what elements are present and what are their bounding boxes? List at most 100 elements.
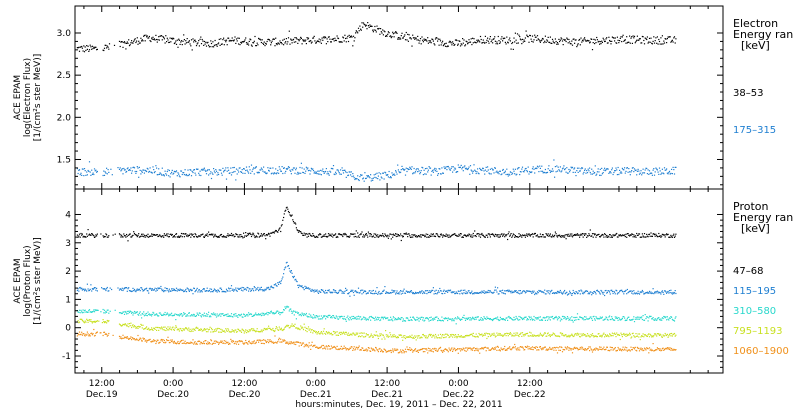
data-point	[138, 166, 140, 168]
data-point	[147, 37, 149, 39]
data-point	[621, 41, 623, 43]
data-point	[331, 292, 333, 294]
data-point	[288, 310, 290, 312]
data-point	[399, 334, 401, 336]
data-point	[86, 235, 88, 237]
data-point	[635, 316, 637, 319]
data-point	[148, 35, 150, 38]
data-point	[141, 233, 143, 235]
data-point	[160, 35, 162, 37]
data-point	[195, 45, 198, 47]
data-point	[98, 320, 100, 322]
data-point	[546, 39, 548, 41]
data-point	[521, 292, 523, 294]
data-point	[205, 290, 207, 292]
data-point	[350, 233, 352, 235]
data-point	[573, 291, 575, 293]
data-point	[124, 42, 126, 44]
data-point	[394, 174, 396, 176]
data-point	[178, 236, 180, 238]
data-point	[186, 38, 188, 40]
data-point	[638, 38, 641, 40]
data-point	[508, 315, 510, 318]
data-point	[295, 278, 297, 280]
data-point	[579, 170, 581, 172]
data-point	[262, 234, 264, 236]
data-point	[487, 236, 489, 238]
data-point	[332, 168, 334, 170]
legend-title-line: Electron	[733, 17, 778, 30]
data-point	[158, 329, 160, 331]
data-point	[357, 235, 360, 237]
data-point	[260, 286, 262, 288]
data-point	[572, 321, 574, 323]
data-point	[523, 171, 525, 173]
data-point	[151, 172, 153, 174]
data-point	[88, 49, 91, 51]
data-point	[300, 285, 302, 287]
data-point	[503, 37, 505, 39]
data-point	[536, 291, 539, 293]
data-point	[548, 41, 550, 43]
data-point	[146, 167, 148, 169]
data-point	[302, 39, 304, 41]
data-point	[140, 173, 142, 175]
data-point	[151, 328, 153, 330]
data-point	[154, 287, 156, 289]
data-point	[136, 311, 138, 313]
data-point	[501, 173, 503, 175]
data-point	[417, 337, 419, 339]
data-point	[604, 294, 606, 297]
data-point	[377, 293, 379, 295]
data-point	[589, 336, 591, 338]
data-point	[258, 289, 260, 291]
data-point	[158, 315, 160, 317]
data-point	[352, 315, 355, 318]
data-point	[468, 166, 470, 168]
data-point	[417, 235, 419, 237]
data-point	[104, 321, 106, 323]
data-point	[535, 167, 537, 169]
data-point	[118, 312, 121, 314]
data-point	[240, 287, 242, 289]
data-point	[314, 289, 316, 291]
data-point	[111, 288, 113, 291]
data-point	[546, 171, 549, 173]
data-point	[529, 235, 531, 237]
data-point	[245, 288, 247, 290]
data-point	[555, 171, 557, 173]
data-point	[570, 166, 572, 168]
data-point	[642, 168, 644, 170]
data-point	[151, 171, 153, 174]
data-point	[345, 331, 347, 333]
data-point	[486, 234, 488, 236]
data-point	[80, 46, 82, 48]
data-point	[553, 292, 555, 294]
data-point	[474, 169, 476, 171]
data-point	[144, 313, 146, 315]
data-point	[636, 316, 638, 318]
data-point	[447, 236, 449, 238]
data-point	[315, 317, 317, 319]
data-point	[447, 165, 449, 168]
data-point	[181, 236, 183, 238]
data-point	[463, 314, 465, 316]
data-point	[314, 40, 316, 42]
data-point	[220, 331, 223, 333]
data-point	[594, 319, 596, 321]
data-point	[241, 316, 243, 318]
data-point	[204, 43, 206, 45]
data-point	[86, 48, 88, 50]
data-point	[516, 173, 518, 175]
data-point	[419, 234, 422, 236]
data-point	[487, 166, 489, 168]
data-point	[594, 234, 596, 236]
data-point	[361, 335, 363, 337]
data-point	[577, 292, 579, 294]
data-point	[525, 291, 527, 293]
data-point	[423, 335, 425, 337]
data-point	[375, 233, 377, 235]
data-point	[228, 234, 230, 236]
data-point	[326, 38, 328, 40]
data-point	[580, 37, 582, 39]
